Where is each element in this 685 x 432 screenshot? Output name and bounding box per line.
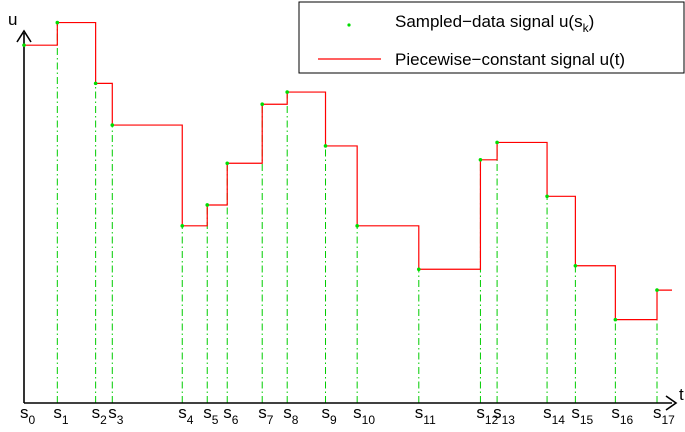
x-tick-label: s3 — [108, 403, 124, 427]
sample-point — [323, 144, 328, 148]
x-tick-label: s5 — [203, 403, 219, 427]
legend-box — [298, 1, 685, 74]
axes — [16, 29, 678, 411]
x-tick-label: s17 — [653, 403, 675, 427]
x-tick-label: s16 — [611, 403, 633, 427]
legend: Sampled−data signal u(sk) Piecewise−cons… — [298, 1, 685, 74]
x-tick-label: s1 — [53, 403, 68, 427]
x-tick-label: s0 — [20, 403, 36, 427]
x-tick-label: s13 — [493, 403, 515, 427]
sample-point — [416, 267, 421, 272]
x-tick-label: s6 — [223, 403, 239, 427]
x-axis-label: t — [679, 385, 684, 404]
x-tick-label: s4 — [178, 403, 194, 427]
sample-point — [180, 224, 185, 228]
sample-point — [495, 140, 499, 145]
x-tick-label: s9 — [322, 403, 338, 427]
sample-point — [573, 263, 578, 268]
sample-point — [285, 90, 289, 94]
y-axis-label: u — [8, 10, 17, 29]
piecewise-constant-line — [24, 21, 672, 321]
sample-point — [545, 194, 549, 199]
sample-points — [22, 20, 659, 322]
sample-point — [93, 81, 98, 86]
x-tick-label: s12 — [476, 403, 498, 427]
legend-marker-sampled — [347, 23, 351, 27]
legend-label-piecewise: Piecewise−constant signal u(t) — [395, 50, 625, 69]
x-tick-label: s10 — [353, 403, 375, 427]
sample-point — [55, 20, 60, 25]
x-tick-label: s2 — [92, 403, 108, 427]
x-tick-label: s15 — [571, 403, 593, 427]
x-tick-label: s14 — [543, 403, 565, 427]
sample-point — [355, 224, 359, 228]
sample-point — [260, 102, 265, 107]
y-axis-arrowhead — [16, 29, 32, 43]
sample-point — [205, 203, 210, 207]
sample-point — [655, 288, 659, 292]
sample-point — [110, 123, 115, 127]
x-axis-arrowhead — [665, 395, 678, 411]
legend-label-sampled: Sampled−data signal u(sk) — [395, 12, 594, 35]
sample-point — [613, 317, 618, 322]
sample-point — [478, 158, 483, 162]
sample-point — [22, 43, 26, 47]
x-tick-label: s11 — [415, 403, 436, 427]
sample-droplines — [23, 22, 658, 403]
x-tick-label: s7 — [258, 403, 274, 427]
x-tick-label: s8 — [283, 403, 299, 427]
sample-point — [225, 161, 230, 166]
